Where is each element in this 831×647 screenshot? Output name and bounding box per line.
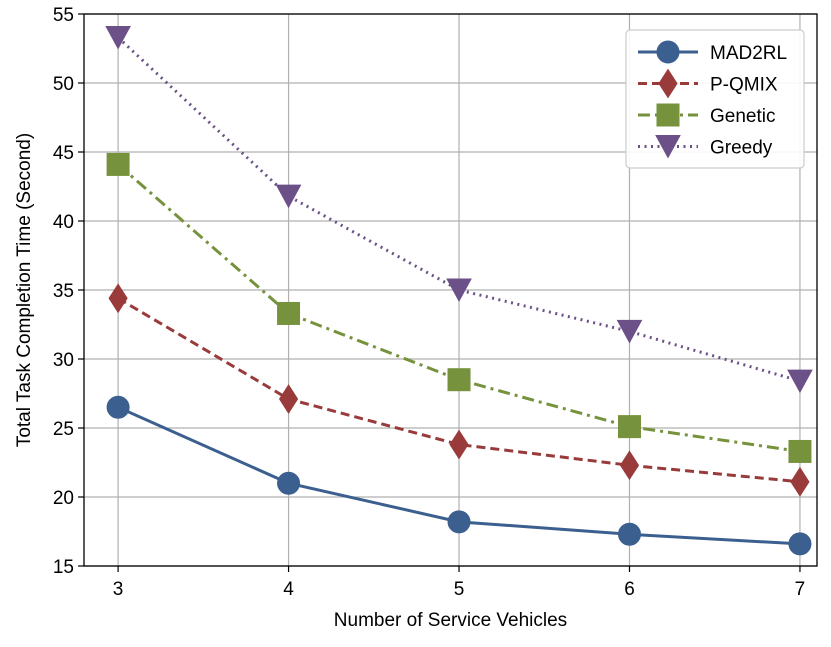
data-point-genetic <box>447 368 471 392</box>
y-tick-label: 30 <box>53 350 74 371</box>
data-point-mad2rl <box>277 471 301 495</box>
data-point-mad2rl <box>788 532 812 556</box>
x-axis-label: Number of Service Vehicles <box>334 610 567 631</box>
data-point-mad2rl <box>447 510 471 534</box>
data-point-p-qmix <box>449 429 469 460</box>
data-point-p-qmix <box>108 283 128 314</box>
data-point-genetic <box>106 152 130 176</box>
y-tick-label: 40 <box>53 212 74 233</box>
y-tick-label: 55 <box>53 5 74 26</box>
y-axis-label: Total Task Completion Time (Second) <box>14 133 35 447</box>
legend-marker-p-qmix <box>658 68 678 99</box>
data-point-mad2rl <box>617 522 641 546</box>
legend-marker-mad2rl <box>656 40 680 64</box>
legend-marker-genetic <box>656 103 680 127</box>
data-point-mad2rl <box>106 395 130 419</box>
y-tick-label: 35 <box>53 281 74 302</box>
legend-marker-greedy <box>655 135 681 159</box>
data-point-greedy <box>275 184 302 209</box>
legend-label-genetic: Genetic <box>710 106 775 127</box>
y-tick-label: 15 <box>53 557 74 578</box>
data-point-genetic <box>788 439 812 463</box>
x-tick-label: 3 <box>113 579 124 600</box>
data-point-p-qmix <box>278 384 299 414</box>
data-point-genetic <box>277 301 301 325</box>
data-point-p-qmix <box>790 466 810 497</box>
y-tick-label: 45 <box>53 143 74 164</box>
x-tick-label: 6 <box>624 579 635 600</box>
data-point-greedy <box>787 369 813 394</box>
legend: MAD2RL P-QMIX Genetic Greedy <box>625 29 805 169</box>
y-tick-label: 20 <box>53 488 74 509</box>
legend-label-mad2rl: MAD2RL <box>710 43 787 64</box>
legend-label-p-qmix: P-QMIX <box>710 75 778 96</box>
legend-label-greedy: Greedy <box>710 138 773 159</box>
data-point-greedy <box>105 25 131 50</box>
x-tick-label: 7 <box>795 579 806 600</box>
x-tick-label: 4 <box>283 579 294 600</box>
legend-box <box>625 29 805 169</box>
series-markers <box>105 25 813 556</box>
y-tick-label: 50 <box>53 74 74 95</box>
data-point-genetic <box>617 415 641 439</box>
data-point-greedy <box>616 319 643 344</box>
x-tick-label: 5 <box>454 579 465 600</box>
series-line-p-qmix <box>117 296 801 484</box>
data-point-p-qmix <box>619 450 640 481</box>
y-tick-label: 25 <box>53 419 74 440</box>
data-point-greedy <box>446 278 472 303</box>
